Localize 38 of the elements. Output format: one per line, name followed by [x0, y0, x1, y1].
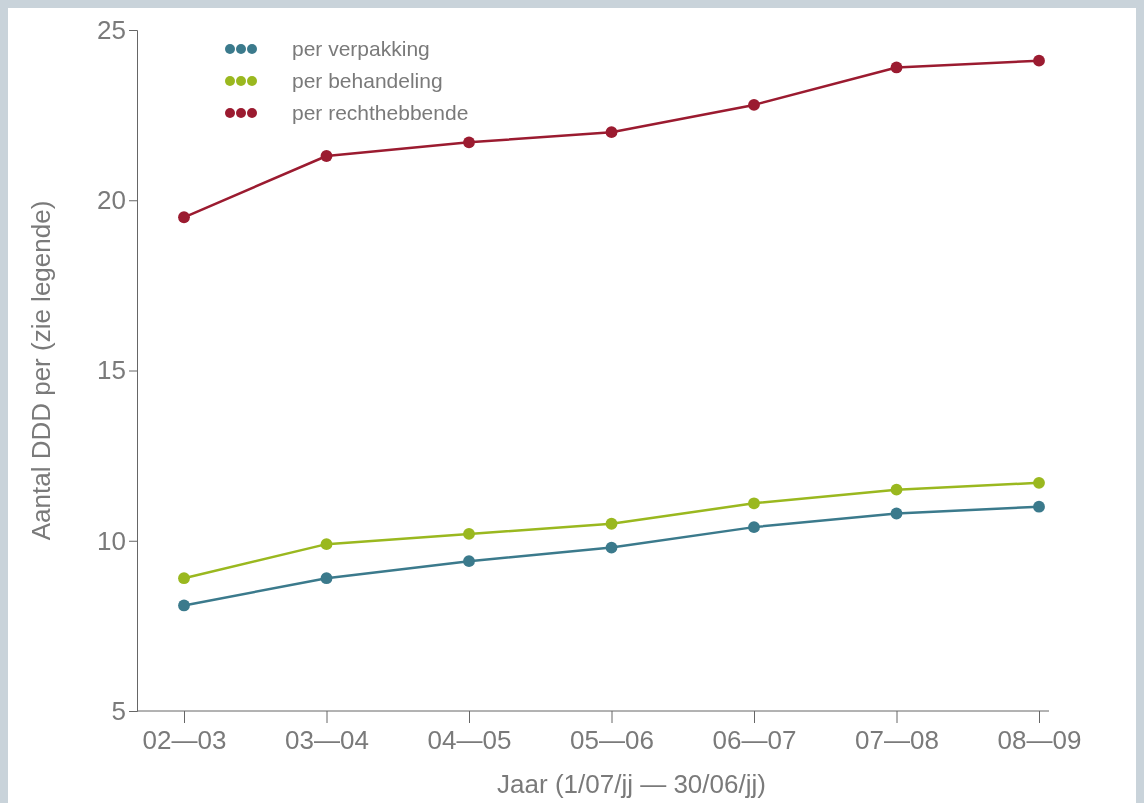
point: [320, 572, 333, 585]
y-tick-label: 25: [97, 14, 126, 45]
x-tick-label: 06—07: [712, 725, 797, 756]
point: [605, 541, 618, 554]
y-tick-label: 15: [97, 355, 126, 386]
point: [748, 521, 760, 534]
point: [463, 136, 475, 149]
x-tick-label: 04—05: [427, 725, 512, 756]
point: [890, 61, 903, 74]
point: [890, 483, 903, 496]
legend-label: per verpakking: [292, 37, 430, 60]
legend-label: per rechthebbende: [292, 101, 469, 124]
x-tick-label: 05—06: [570, 725, 654, 756]
x-tick-label: 08—09: [997, 725, 1082, 756]
x-axis-title: Jaar (1/07/jj — 30/06/jj): [497, 769, 766, 799]
point: [320, 538, 333, 551]
point: [748, 497, 760, 510]
point: [1033, 476, 1045, 489]
y-tick-label: 10: [97, 525, 126, 556]
y-axis-title: Aantal DDD per (zie legende): [26, 200, 56, 541]
point: [1033, 54, 1045, 67]
x-tick-label: 07—08: [855, 725, 939, 756]
point: [178, 572, 190, 585]
point: [178, 599, 190, 612]
point: [890, 507, 903, 520]
point: [605, 126, 618, 139]
y-tick-label: 5: [111, 695, 126, 726]
point: [463, 555, 475, 568]
x-tick-label: 03—04: [285, 725, 369, 756]
point: [178, 211, 190, 224]
point: [320, 150, 333, 162]
y-tick-label: 20: [97, 185, 126, 216]
point: [463, 528, 475, 540]
x-tick-label: 02—03: [142, 725, 227, 756]
point: [1033, 500, 1045, 513]
point: [605, 517, 618, 530]
point: [748, 99, 760, 111]
legend-label: per behandeling: [292, 69, 443, 92]
